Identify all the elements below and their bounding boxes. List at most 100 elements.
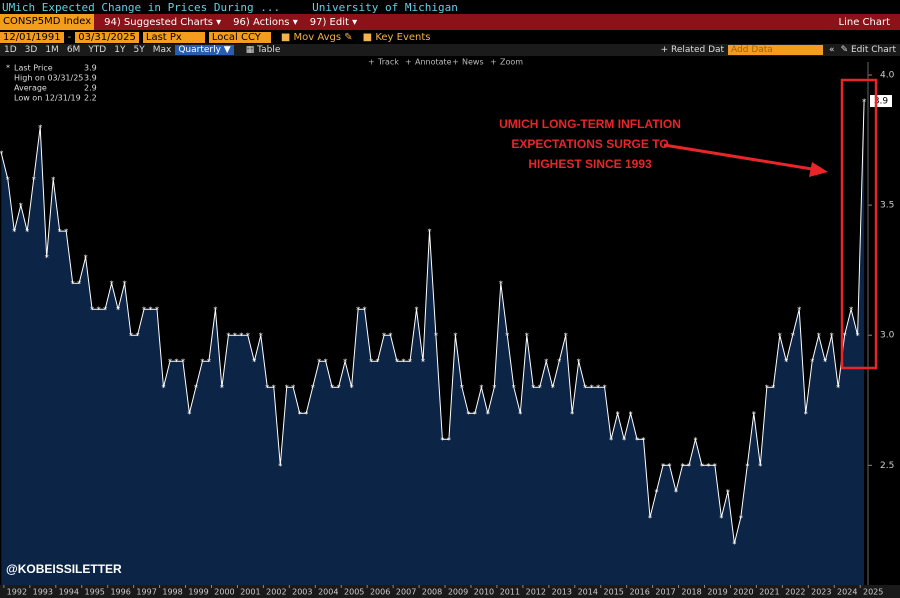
x-tick-label: 2004 — [318, 588, 338, 597]
x-tick-label: 2001 — [240, 588, 260, 597]
x-tick-label: 2009 — [448, 588, 468, 597]
marker: * — [836, 384, 840, 393]
end-date[interactable]: 03/31/2025 — [75, 32, 139, 43]
related-label[interactable]: Related Dat — [671, 45, 725, 55]
period-button[interactable]: 6M — [66, 45, 81, 55]
marker: * — [706, 462, 710, 471]
marker: * — [207, 358, 211, 367]
marker: * — [622, 436, 626, 445]
marker: * — [512, 384, 516, 393]
currency[interactable]: Local CCY — [208, 32, 271, 43]
marker: * — [408, 358, 412, 367]
related-button[interactable]: + Related Dat — [660, 45, 725, 55]
marker: * — [291, 384, 295, 393]
edit-chart[interactable]: ✎ Edit Chart — [840, 45, 896, 55]
arrow — [663, 143, 819, 172]
option-label[interactable]: Mov Avgs — [293, 32, 342, 43]
marker: * — [564, 332, 568, 341]
menu-label[interactable]: 94) Suggested Charts — [104, 16, 213, 28]
period-button[interactable]: YTD — [88, 45, 107, 55]
marker: * — [642, 436, 646, 445]
period-button[interactable]: 3D — [24, 45, 38, 55]
x-tick-label: 2019 — [707, 588, 727, 597]
option-label[interactable]: Key Events — [375, 32, 431, 43]
collapse[interactable]: « — [829, 45, 835, 55]
table-label[interactable]: Table — [257, 45, 281, 55]
frequency-label[interactable]: Quarterly — [178, 45, 221, 55]
period-button[interactable]: 5Y — [133, 45, 145, 55]
controls-bar: 12/01/1991 - 03/31/2025 Last Px Local CC… — [0, 31, 900, 44]
period-button[interactable]: 1M — [45, 45, 59, 55]
marker: * — [414, 306, 418, 315]
marker: * — [259, 332, 263, 341]
x-axis-band — [0, 585, 900, 598]
x-tick-label: 2022 — [785, 588, 805, 597]
x-tick-label: 1995 — [85, 588, 105, 597]
marker: * — [661, 462, 665, 471]
marker: * — [389, 332, 393, 341]
marker: * — [25, 228, 29, 237]
marker: * — [719, 514, 723, 523]
marker: * — [402, 358, 406, 367]
marker: * — [473, 410, 477, 419]
period-bar: 1D 3D 1M 6M YTD 1Y 5Y Max Quarterly ▼ ▦ Table +… — [0, 44, 900, 56]
x-tick-label: 1998 — [162, 588, 182, 597]
period-button[interactable]: 1Y — [114, 45, 126, 55]
marker: * — [363, 306, 367, 315]
marker: * — [58, 228, 62, 237]
tool-button: Track — [377, 58, 399, 67]
marker: * — [499, 280, 503, 289]
marker: * — [525, 332, 529, 341]
frequency[interactable]: Quarterly ▼ — [175, 45, 234, 55]
marker: * — [330, 384, 334, 393]
tool-button: News — [462, 58, 484, 67]
tool-icon: + — [490, 58, 497, 67]
marker: * — [278, 462, 282, 471]
marker: * — [856, 332, 860, 341]
x-tick-label: 2007 — [396, 588, 416, 597]
marker: * — [317, 358, 321, 367]
marker: * — [45, 254, 49, 263]
field[interactable]: Last Px — [142, 32, 205, 43]
legend: Last Price 3.9 * High on 03/31/25 3.9 Average… — [6, 64, 97, 103]
marker: * — [667, 462, 671, 471]
menu-item[interactable]: 96) Actions ▾ — [233, 16, 298, 28]
marker: * — [123, 280, 127, 289]
start-date[interactable]: 12/01/1991 — [0, 32, 64, 43]
marker: * — [233, 332, 237, 341]
marker: * — [758, 462, 762, 471]
period-button[interactable]: Max — [152, 45, 172, 55]
marker: * — [343, 358, 347, 367]
option[interactable]: ■ Mov Avgs ✎ — [280, 32, 353, 43]
marker: * — [557, 358, 561, 367]
menu-label[interactable]: 97) Edit — [309, 16, 349, 28]
separator: - — [67, 32, 72, 43]
marker: * — [726, 488, 730, 497]
marker: * — [823, 358, 827, 367]
marker: * — [577, 358, 581, 367]
x-tick-label: 1992 — [7, 588, 27, 597]
marker: * — [849, 306, 853, 315]
marker: * — [700, 462, 704, 471]
period-button[interactable]: 1D — [4, 45, 17, 55]
marker: * — [862, 98, 866, 107]
ticker[interactable]: CONSP5MD Index — [0, 14, 95, 30]
option[interactable]: ■ Key Events — [362, 32, 431, 43]
area — [1, 101, 865, 585]
menu-label[interactable]: 96) Actions — [233, 16, 290, 28]
menu-item[interactable]: 94) Suggested Charts ▾ — [104, 16, 222, 28]
marker: * — [136, 332, 140, 341]
edit-chart-label[interactable]: Edit Chart — [850, 45, 896, 55]
marker: * — [272, 384, 276, 393]
marker: * — [32, 176, 36, 185]
table-button[interactable]: ▦ Table — [245, 45, 281, 55]
x-tick-label: 2014 — [578, 588, 598, 597]
add-data[interactable]: Add Data — [728, 45, 824, 55]
marker: * — [460, 384, 464, 393]
marker: * — [648, 514, 652, 523]
marker: * — [713, 462, 717, 471]
menu-item[interactable]: 97) Edit ▾ — [309, 16, 358, 28]
x-tick-label: 1994 — [59, 588, 79, 597]
marker: * — [19, 202, 23, 211]
marker: * — [369, 358, 373, 367]
